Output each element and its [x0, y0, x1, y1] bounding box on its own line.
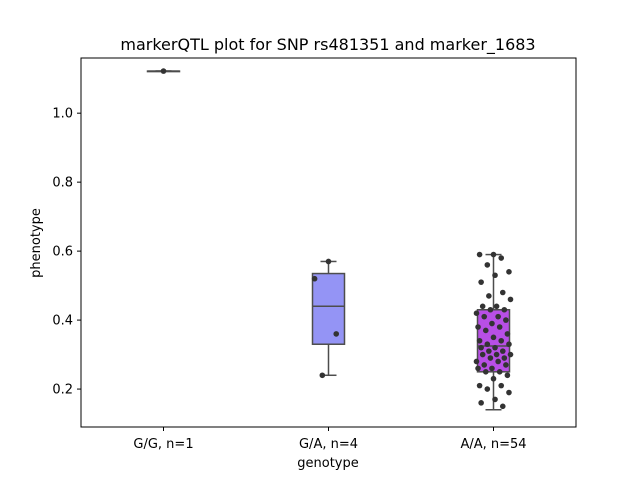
data-point [498, 337, 505, 344]
data-point [507, 296, 514, 303]
data-point [479, 303, 486, 310]
point-layer [160, 68, 514, 410]
data-point [503, 362, 509, 368]
data-point [482, 327, 489, 334]
data-point [499, 348, 506, 354]
data-point [490, 375, 497, 382]
data-point [473, 310, 480, 316]
y-axis-label: phenotype [29, 208, 44, 278]
data-point [473, 358, 480, 365]
data-point [506, 341, 512, 348]
data-point [476, 251, 483, 258]
data-point [499, 403, 506, 410]
y-axis: 0.2 0.4 0.6 0.8 1.0 [52, 107, 81, 398]
y-tick-label: 0.2 [52, 383, 73, 398]
x-tick-label: A/A, n=54 [460, 437, 526, 452]
x-tick-label: G/G, n=1 [133, 437, 193, 452]
data-point [475, 324, 481, 330]
data-point [507, 351, 514, 358]
data-point [492, 396, 498, 403]
data-point [504, 372, 511, 379]
x-tick-label: G/A, n=4 [299, 437, 358, 452]
x-axis-label: genotype [297, 456, 358, 471]
data-point [484, 386, 491, 392]
data-point [487, 355, 494, 361]
data-point [490, 334, 497, 341]
data-point [492, 344, 498, 351]
data-point [496, 324, 503, 330]
y-tick-label: 0.4 [52, 314, 73, 329]
data-point [475, 365, 481, 372]
data-point [499, 289, 506, 296]
data-point [333, 331, 340, 337]
data-point [311, 275, 318, 282]
y-tick-label: 0.8 [52, 176, 73, 191]
data-point [476, 382, 483, 389]
data-point [476, 337, 483, 344]
data-point [493, 351, 500, 358]
data-point [501, 355, 508, 361]
data-point [498, 382, 505, 389]
data-point [506, 269, 512, 275]
data-point [504, 331, 511, 337]
data-point [490, 251, 497, 258]
data-point [481, 313, 488, 320]
data-point [501, 306, 508, 313]
data-point [492, 272, 498, 279]
data-point [479, 351, 486, 358]
data-point [160, 68, 167, 74]
data-point [486, 293, 492, 299]
data-point [486, 348, 492, 354]
data-point [319, 372, 326, 379]
data-point [496, 369, 503, 375]
box [311, 272, 346, 345]
data-point [498, 255, 505, 261]
y-tick-label: 0.6 [52, 245, 73, 260]
data-point [487, 306, 494, 313]
data-point [489, 320, 495, 327]
data-point [495, 313, 501, 320]
y-tick-label: 1.0 [52, 107, 73, 122]
data-point [481, 362, 488, 368]
data-point [478, 400, 484, 406]
x-axis: G/G, n=1 G/A, n=4 A/A, n=54 [133, 427, 527, 452]
data-point [506, 389, 512, 396]
data-point [484, 341, 491, 348]
chart-title: markerQTL plot for SNP rs481351 and mark… [120, 35, 535, 55]
data-point [489, 365, 495, 372]
data-point [482, 369, 489, 375]
data-point [495, 358, 501, 365]
data-point [478, 344, 484, 351]
data-point [325, 258, 332, 265]
data-point [478, 279, 484, 285]
data-point [484, 262, 491, 268]
data-point [493, 303, 500, 310]
data-point [503, 317, 509, 323]
